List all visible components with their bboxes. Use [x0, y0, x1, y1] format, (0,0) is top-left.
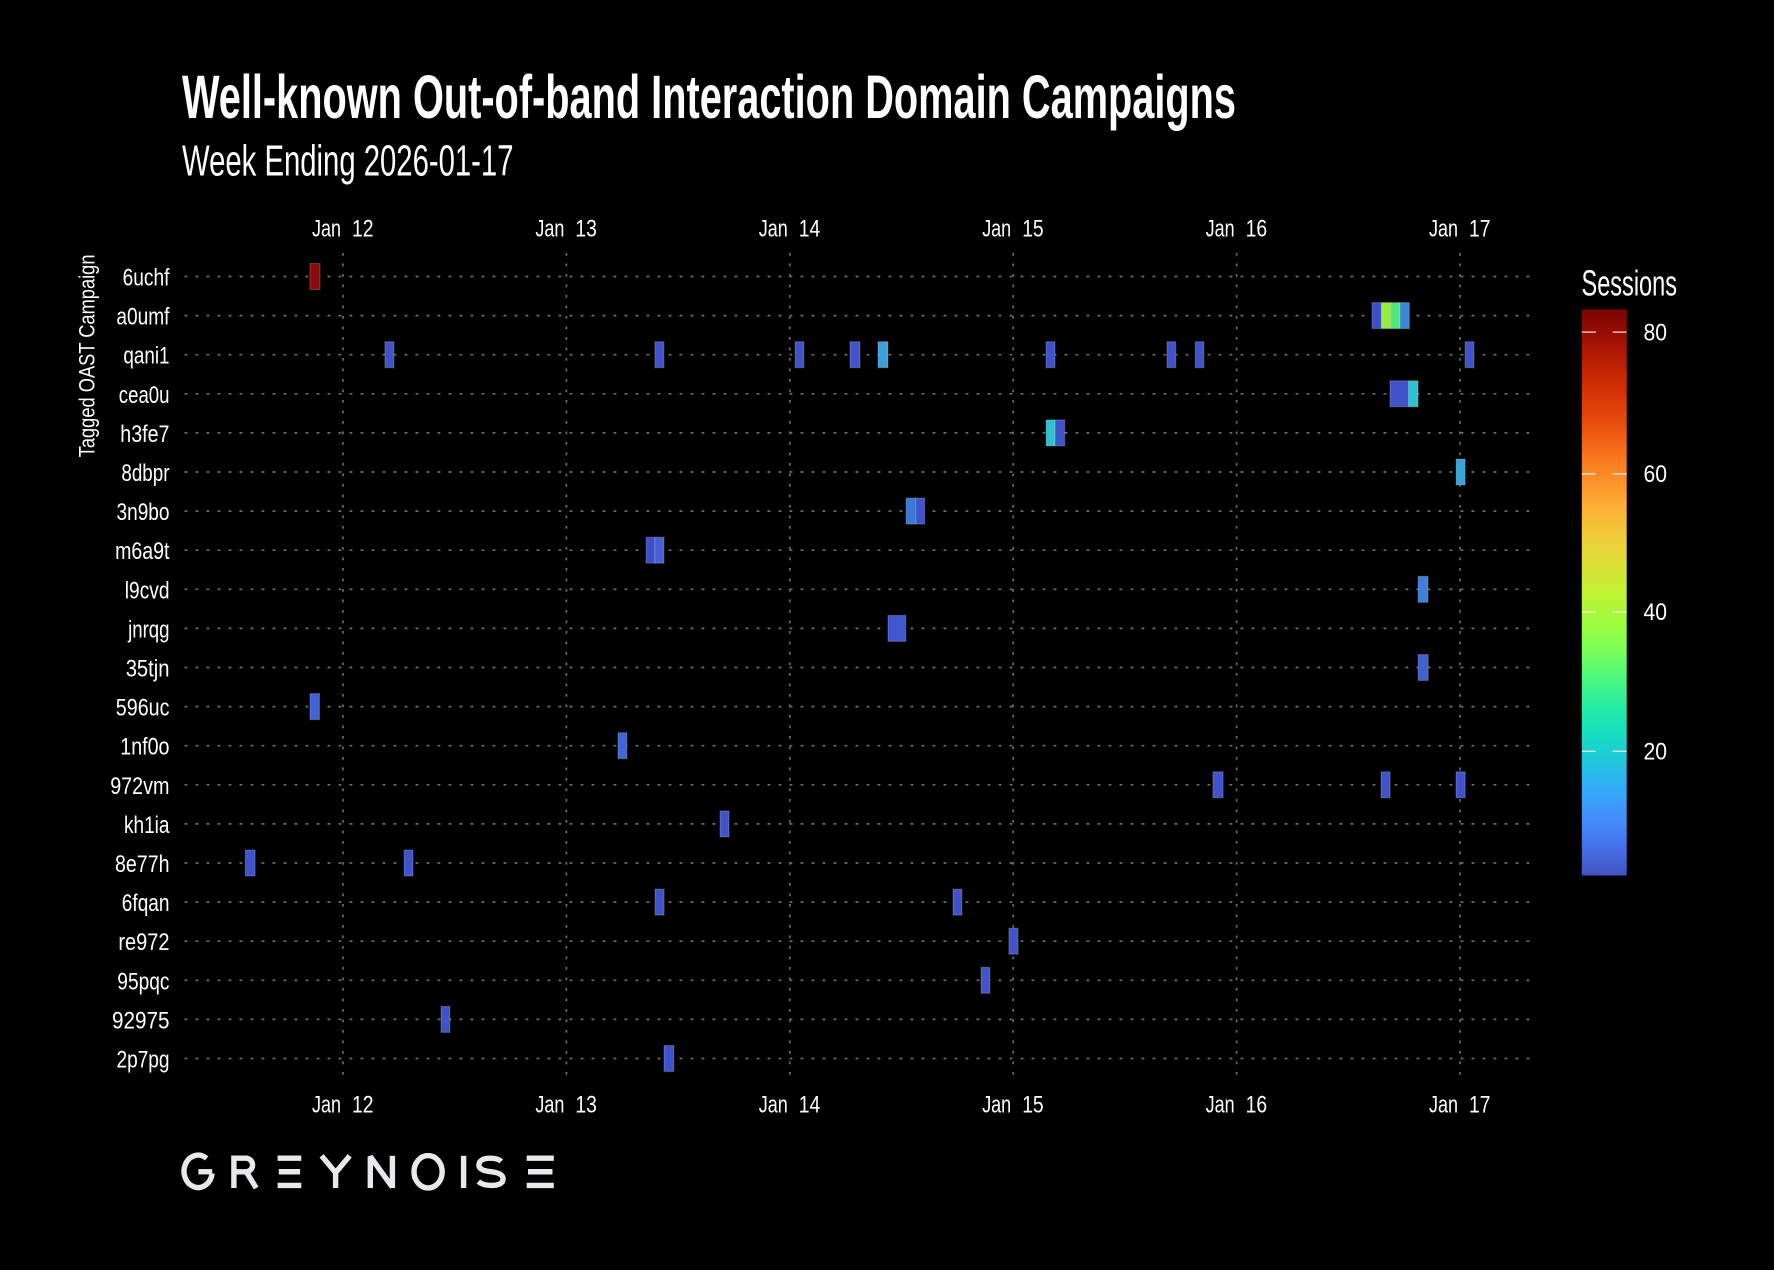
svg-text:14: 14 — [799, 1092, 821, 1119]
svg-text:17: 17 — [1469, 1092, 1491, 1119]
svg-text:40: 40 — [1644, 599, 1668, 626]
svg-text:15: 15 — [1022, 1092, 1043, 1119]
svg-text:a0umf: a0umf — [116, 304, 169, 331]
svg-text:Jan: Jan — [312, 1092, 341, 1119]
svg-text:60: 60 — [1644, 461, 1668, 488]
svg-text:8dbpr: 8dbpr — [121, 460, 169, 487]
svg-text:jnrqg: jnrqg — [127, 616, 169, 643]
svg-text:qani1: qani1 — [123, 343, 169, 370]
svg-text:2p7pg: 2p7pg — [117, 1047, 170, 1074]
svg-text:Jan: Jan — [982, 216, 1011, 243]
svg-text:596uc: 596uc — [116, 695, 170, 722]
svg-text:l9cvd: l9cvd — [125, 577, 170, 604]
svg-text:1nf0o: 1nf0o — [120, 734, 169, 761]
svg-text:16: 16 — [1246, 1092, 1268, 1119]
svg-text:13: 13 — [575, 216, 597, 243]
svg-text:Jan: Jan — [312, 216, 341, 243]
svg-text:Jan: Jan — [1206, 216, 1235, 243]
svg-text:Jan: Jan — [759, 1092, 788, 1119]
svg-text:14: 14 — [799, 216, 821, 243]
svg-text:92975: 92975 — [112, 1007, 170, 1034]
svg-text:Tagged OAST Campaign: Tagged OAST Campaign — [75, 254, 100, 457]
svg-text:m6a9t: m6a9t — [115, 538, 170, 565]
svg-text:17: 17 — [1469, 216, 1491, 243]
svg-text:cea0u: cea0u — [119, 382, 170, 409]
svg-text:Jan: Jan — [982, 1092, 1011, 1119]
svg-text:15: 15 — [1022, 216, 1043, 243]
svg-text:6uchf: 6uchf — [123, 265, 170, 292]
svg-text:Jan: Jan — [1429, 1092, 1458, 1119]
svg-text:3n9bo: 3n9bo — [117, 499, 170, 526]
svg-text:Week Ending 2026-01-17: Week Ending 2026-01-17 — [182, 137, 514, 186]
svg-text:95pqc: 95pqc — [117, 968, 169, 995]
svg-text:Sessions: Sessions — [1582, 263, 1678, 304]
svg-text:Jan: Jan — [1206, 1092, 1235, 1119]
svg-text:16: 16 — [1246, 216, 1268, 243]
svg-text:35tjn: 35tjn — [126, 656, 170, 683]
svg-text:972vm: 972vm — [110, 773, 169, 800]
svg-text:12: 12 — [352, 1092, 374, 1119]
svg-text:6fqan: 6fqan — [122, 890, 170, 917]
svg-text:13: 13 — [575, 1092, 597, 1119]
svg-text:Jan: Jan — [759, 216, 788, 243]
svg-text:re972: re972 — [118, 929, 169, 956]
svg-text:Jan: Jan — [535, 1092, 564, 1119]
svg-text:20: 20 — [1644, 739, 1668, 766]
svg-text:8e77h: 8e77h — [115, 851, 170, 878]
svg-text:kh1ia: kh1ia — [124, 812, 170, 839]
svg-text:Jan: Jan — [1429, 216, 1458, 243]
svg-text:12: 12 — [352, 216, 374, 243]
svg-text:Well-known Out-of-band Interac: Well-known Out-of-band Interaction Domai… — [182, 63, 1236, 131]
svg-text:Jan: Jan — [535, 216, 564, 243]
svg-text:80: 80 — [1644, 319, 1668, 346]
svg-text:h3fe7: h3fe7 — [120, 421, 169, 448]
